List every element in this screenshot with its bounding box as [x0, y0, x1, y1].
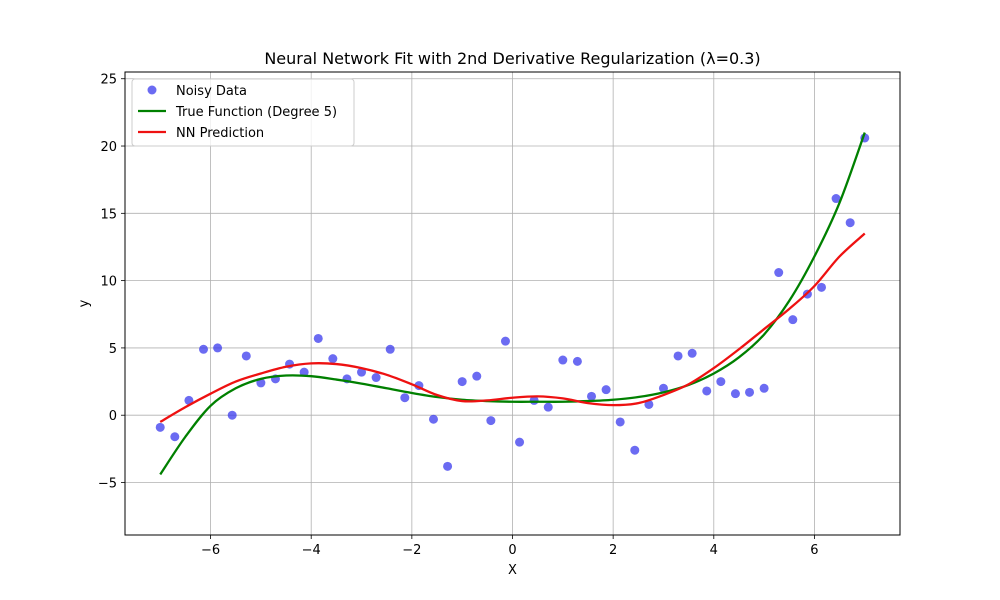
legend-label-true-function: True Function (Degree 5) [175, 105, 337, 120]
legend: Noisy Data True Function (Degree 5) NN P… [131, 78, 355, 147]
legend-box [131, 78, 355, 147]
data-point [385, 344, 395, 354]
data-point [155, 422, 165, 432]
data-point [227, 410, 237, 420]
x-tick-label: 0 [508, 543, 516, 558]
x-tick-label: 4 [710, 543, 718, 558]
data-point [313, 333, 323, 343]
data-point [457, 377, 467, 387]
data-point [543, 402, 553, 412]
legend-marker-noisy-data [147, 85, 157, 95]
x-tick-label: 6 [810, 543, 818, 558]
y-tick-label: −5 [98, 477, 117, 492]
data-point [716, 377, 726, 387]
data-point [213, 343, 223, 353]
y-tick-label: 15 [100, 207, 117, 222]
data-point [730, 389, 740, 399]
ticks: −6 −4 −2 0 2 4 6 −5 0 5 10 15 20 25 [98, 73, 819, 558]
data-point [486, 416, 496, 426]
data-point [587, 391, 597, 401]
data-point [443, 461, 453, 471]
data-point [199, 344, 209, 354]
data-point [241, 351, 251, 361]
data-point [615, 417, 625, 427]
data-point [400, 393, 410, 403]
x-tick-label: −4 [302, 543, 321, 558]
x-tick-label: −2 [402, 543, 421, 558]
data-point [759, 383, 769, 393]
data-point [702, 386, 712, 396]
y-tick-label: 0 [109, 409, 117, 424]
data-point [558, 355, 568, 365]
data-point [170, 432, 180, 442]
y-tick-label: 25 [100, 73, 117, 88]
series-line-true-function [159, 132, 866, 476]
data-point [500, 336, 510, 346]
grid [125, 72, 900, 535]
data-point [428, 414, 438, 424]
data-point [687, 348, 697, 358]
data-point [658, 383, 668, 393]
y-axis-label: y [77, 299, 92, 307]
data-point [788, 315, 798, 325]
data-point [644, 399, 654, 409]
y-tick-label: 5 [109, 342, 117, 357]
data-point [472, 371, 482, 381]
data-point [572, 356, 582, 366]
data-point [601, 385, 611, 395]
x-tick-label: −6 [201, 543, 220, 558]
y-tick-label: 10 [100, 275, 117, 290]
legend-label-noisy-data: Noisy Data [176, 84, 247, 99]
x-axis-label: X [508, 563, 517, 578]
data-point [371, 373, 381, 383]
data-point [745, 387, 755, 397]
data-point [515, 437, 525, 447]
y-tick-label: 20 [100, 140, 117, 155]
data-point [845, 218, 855, 228]
data-point [774, 268, 784, 278]
data-point [328, 354, 338, 364]
data-point [630, 445, 640, 455]
data-point [816, 282, 826, 292]
data-point [673, 351, 683, 361]
legend-label-nn-prediction: NN Prediction [176, 126, 264, 141]
chart-title: Neural Network Fit with 2nd Derivative R… [264, 49, 760, 68]
series-layer [155, 132, 870, 476]
series-line-nn-prediction [159, 232, 866, 423]
x-tick-label: 2 [609, 543, 617, 558]
data-point [357, 367, 367, 377]
data-point [299, 367, 309, 377]
data-point [831, 194, 841, 204]
data-point [256, 378, 266, 388]
